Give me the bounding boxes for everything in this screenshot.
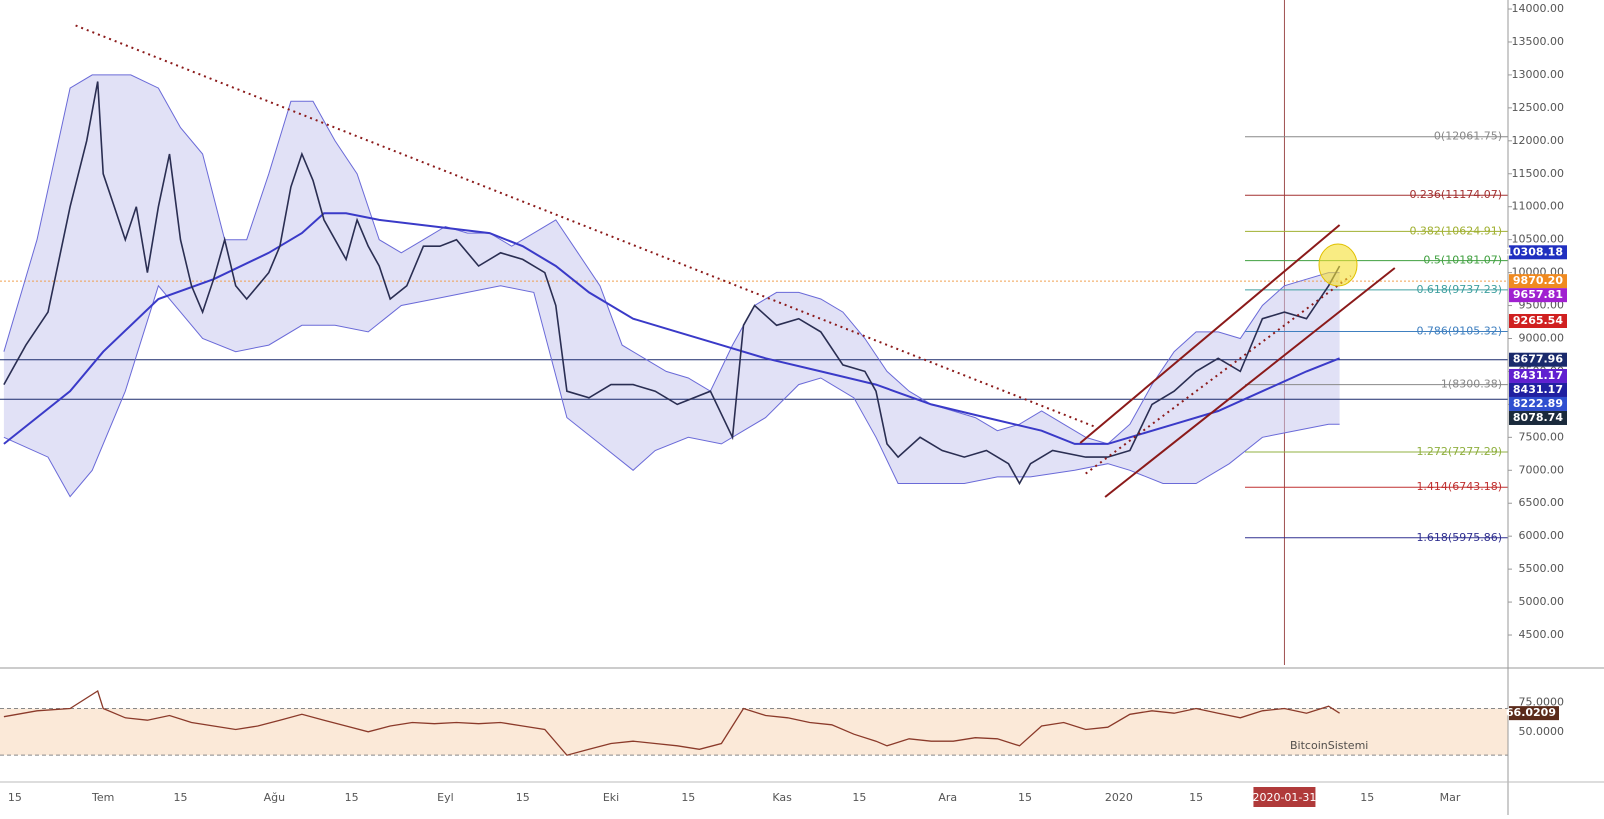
y-tick-label: 6000.00 bbox=[1519, 529, 1565, 542]
price-label: 8222.89 bbox=[1513, 397, 1563, 410]
price-label-box bbox=[1509, 313, 1567, 328]
price-label-box bbox=[1509, 352, 1567, 367]
y-tick-label: 4500.00 bbox=[1519, 628, 1565, 641]
price bbox=[3, 81, 1341, 486]
fib-label: 0.236(11174.07) bbox=[1409, 188, 1502, 201]
trendline bbox=[1079, 224, 1341, 444]
fib-label: 0.5(10181.07) bbox=[1423, 254, 1502, 267]
x-tick-label: Ağu bbox=[264, 791, 285, 804]
fib-label: 1.272(7277.29) bbox=[1416, 445, 1502, 458]
fib-label: 0.382(10624.91) bbox=[1409, 224, 1502, 237]
x-tick-label: 15 bbox=[173, 791, 187, 804]
x-tick-label: 15 bbox=[852, 791, 866, 804]
rsi-tick-label: 75.0000 bbox=[1519, 696, 1565, 709]
y-tick-label: 9000.00 bbox=[1519, 331, 1565, 344]
fib-label: 1.414(6743.18) bbox=[1416, 480, 1502, 493]
y-tick-label: 13000.00 bbox=[1512, 68, 1565, 81]
price-label-box bbox=[1509, 288, 1567, 303]
price-label: 8431.17 bbox=[1513, 383, 1563, 396]
price-label: 10308.18 bbox=[1505, 245, 1563, 258]
x-tick-label: Kas bbox=[772, 791, 792, 804]
y-tick-label: 7500.00 bbox=[1519, 430, 1565, 443]
x-tick-label: 15 bbox=[516, 791, 530, 804]
x-tick-label: 15 bbox=[8, 791, 22, 804]
x-tick-label: Eyl bbox=[437, 791, 454, 804]
y-tick-label: 11000.00 bbox=[1512, 200, 1565, 213]
fib-label: 0.786(9105.32) bbox=[1416, 325, 1502, 338]
rsi-band bbox=[0, 708, 1508, 756]
ma bbox=[3, 212, 1340, 445]
price-label: 8431.17 bbox=[1513, 369, 1563, 382]
y-tick-label: 5000.00 bbox=[1519, 595, 1565, 608]
y-tick-label: 12000.00 bbox=[1512, 134, 1565, 147]
highlight-circle bbox=[1318, 243, 1358, 287]
watermark: BitcoinSistemi bbox=[1290, 739, 1368, 752]
y-tick-label: 13500.00 bbox=[1512, 35, 1565, 48]
y-tick-label: 12500.00 bbox=[1512, 101, 1565, 114]
x-tick-label: 15 bbox=[681, 791, 695, 804]
rsi-value-box bbox=[1509, 706, 1559, 721]
fib-label: 1.618(5975.86) bbox=[1416, 531, 1502, 544]
price-label-box bbox=[1509, 396, 1567, 411]
price-label: 8078.74 bbox=[1513, 411, 1563, 424]
y-tick-label: 11500.00 bbox=[1512, 167, 1565, 180]
price-label: 8677.96 bbox=[1513, 353, 1563, 366]
x-tick-label: Mar bbox=[1440, 791, 1461, 804]
y-tick-label: 10500.00 bbox=[1512, 233, 1565, 246]
x-tick-label: 15 bbox=[1018, 791, 1032, 804]
fib-label: 0.618(9737.23) bbox=[1416, 283, 1502, 296]
x-tick-label: Tem bbox=[91, 791, 114, 804]
rsi-line bbox=[3, 689, 1340, 756]
x-tick-label: Eki bbox=[603, 791, 619, 804]
fib-label: 0(12061.75) bbox=[1434, 130, 1502, 143]
price-label-box bbox=[1509, 368, 1567, 383]
x-tick-label: Ara bbox=[938, 791, 957, 804]
band-lower bbox=[3, 284, 1340, 498]
rsi-value-label: 66.0209 bbox=[1506, 706, 1556, 719]
price-label-box bbox=[1509, 382, 1567, 397]
price-label: 9657.81 bbox=[1513, 288, 1563, 301]
y-tick-label: 7000.00 bbox=[1519, 463, 1565, 476]
x-tick-label: 15 bbox=[1360, 791, 1374, 804]
y-tick-label: 6500.00 bbox=[1519, 496, 1565, 509]
x-tick-label: 2020-01-31 bbox=[1252, 791, 1316, 804]
rsi-tick-label: 50.0000 bbox=[1519, 725, 1565, 738]
price-label-box bbox=[1509, 410, 1567, 425]
date-marker-box bbox=[1253, 787, 1316, 807]
price-label: 9870.20 bbox=[1513, 274, 1563, 287]
trendline bbox=[1104, 267, 1396, 498]
band-fill bbox=[3, 74, 1340, 497]
x-tick-label: 15 bbox=[1189, 791, 1203, 804]
fib-label: 1(8300.38) bbox=[1441, 378, 1502, 391]
price-label-box bbox=[1509, 274, 1567, 289]
x-tick-label: 2020 bbox=[1105, 791, 1133, 804]
x-tick-label: 15 bbox=[345, 791, 359, 804]
band-upper bbox=[3, 74, 1340, 445]
y-tick-label: 14000.00 bbox=[1512, 2, 1565, 15]
trendline bbox=[1085, 275, 1352, 475]
price-label: 9265.54 bbox=[1513, 314, 1563, 327]
price-label-box bbox=[1509, 245, 1567, 260]
y-tick-label: 5500.00 bbox=[1519, 562, 1565, 575]
